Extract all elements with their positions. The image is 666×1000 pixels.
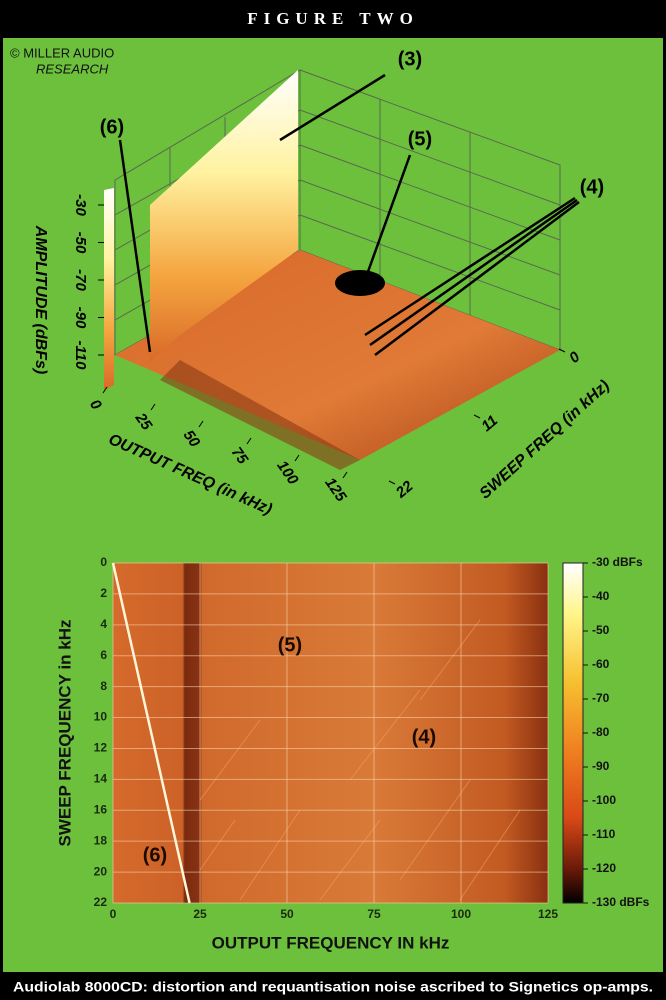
colorbar-tick-label: -110 [592,827,616,841]
y-tick-label: 16 [94,802,108,816]
y-tick-label: -90 [72,307,89,329]
caption: Audiolab 8000CD: distortion and requanti… [13,979,653,995]
figure: FIGURE TWO © MILLER AUDIO RESEARCH Audio… [0,0,666,1000]
y-tick-label: 10 [94,710,108,724]
y-axis-label: SWEEP FREQUENCY in kHz [55,619,74,846]
colorbar-tick-label: -60 [592,657,610,671]
colorbar-tick-label: -90 [592,759,610,773]
colorbar [563,563,583,903]
surface-ridge [104,188,114,390]
colorbar-tick-label: -70 [592,691,610,705]
colorbar-tick-label: -50 [592,623,610,637]
y-tick-label: 18 [94,833,108,847]
y-tick-label: -50 [72,232,89,254]
page: FIGURE TWO © MILLER AUDIO RESEARCH Audio… [0,0,666,1000]
annotation: (4) [412,726,436,748]
colorbar-tick-label: -30 dBFs [592,555,643,569]
annotation: (5) [408,128,432,150]
y-tick-label: 4 [100,617,107,631]
x-tick-label: 100 [451,907,471,921]
annotation: (6) [100,116,124,138]
x-tick-label: 50 [280,907,294,921]
annotation: (6) [143,844,167,866]
y-tick-label: 14 [94,772,108,786]
credit: © MILLER AUDIO [10,45,114,60]
annotation: (5) [278,634,302,656]
y-tick-label: -30 [72,194,89,216]
annotation: (4) [580,176,604,198]
y-tick-label: 20 [94,864,108,878]
y-tick-label: -110 [72,341,89,371]
annotation: (3) [398,48,422,70]
x-axis-label: OUTPUT FREQUENCY IN kHz [212,933,450,952]
colorbar-tick-label: -80 [592,725,610,739]
x-tick-label: 125 [538,907,558,921]
marker-dot [335,270,385,296]
y-tick-label: 8 [100,679,107,693]
y-tick-label: 2 [100,586,107,600]
figure-title: FIGURE TWO [247,9,419,28]
x-tick-label: 0 [110,907,117,921]
x-tick-label: 75 [367,907,381,921]
y-tick-label: 12 [94,741,108,755]
colorbar-tick-label: -100 [592,793,616,807]
colorbar-tick-label: -40 [592,589,610,603]
y-tick-label: 6 [100,648,107,662]
y-axis-label: AMPLITUDE (dBFs) [32,225,49,374]
colorbar-tick-label: -130 dBFs [592,895,650,909]
y-tick-label: 22 [94,895,108,909]
colorbar-tick-label: -120 [592,861,616,875]
y-tick-label: -70 [72,269,89,291]
credit: RESEARCH [36,61,109,76]
y-tick-label: 0 [100,555,107,569]
x-tick-label: 25 [193,907,207,921]
